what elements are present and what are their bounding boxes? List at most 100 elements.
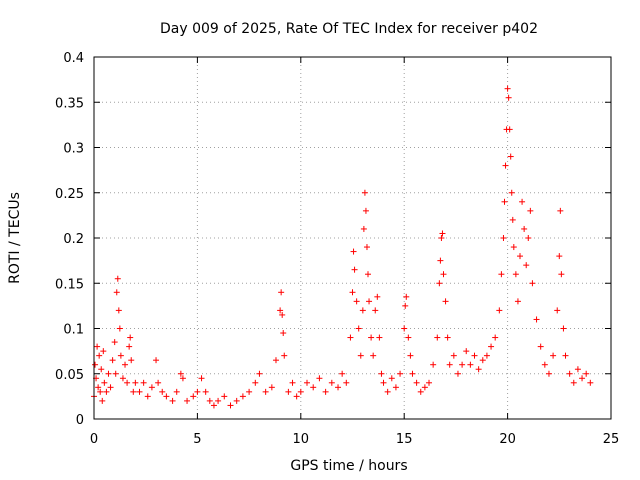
data-point xyxy=(103,388,110,395)
data-point xyxy=(114,275,121,282)
data-point xyxy=(128,357,135,364)
x-tick-label: 0 xyxy=(90,432,98,447)
data-point xyxy=(463,348,470,355)
data-point xyxy=(278,289,285,296)
data-point xyxy=(525,235,532,241)
data-point xyxy=(450,352,457,359)
axis-ticks: 0 5 10 15 20 25 0 0.05 0.1 0.15 0.2 0.25 0.3 0.35 0.4 xyxy=(55,51,619,447)
data-point xyxy=(370,352,377,359)
data-point xyxy=(280,330,287,337)
y-tick-label: 0.35 xyxy=(55,96,84,111)
data-point xyxy=(190,393,197,400)
data-point xyxy=(109,357,116,364)
data-point xyxy=(99,397,106,404)
data-point xyxy=(155,379,162,386)
data-point xyxy=(339,370,346,377)
data-point xyxy=(202,388,209,395)
data-point xyxy=(508,189,515,196)
data-point xyxy=(446,361,453,368)
data-point xyxy=(417,388,424,395)
data-point xyxy=(436,280,443,287)
data-point xyxy=(136,388,143,395)
data-point xyxy=(215,397,222,404)
data-point xyxy=(500,235,507,241)
data-point xyxy=(111,339,118,346)
data-point xyxy=(550,352,557,359)
data-point xyxy=(471,352,478,359)
data-point xyxy=(459,361,466,368)
data-point xyxy=(368,334,375,341)
data-point xyxy=(430,361,437,368)
data-point xyxy=(527,207,534,214)
data-point xyxy=(194,388,201,395)
data-point xyxy=(281,352,288,359)
data-point xyxy=(583,370,590,377)
data-point xyxy=(163,393,170,400)
data-point xyxy=(554,307,561,314)
data-point xyxy=(177,370,184,377)
data-point xyxy=(506,126,513,133)
data-point xyxy=(221,393,228,400)
data-point xyxy=(113,289,120,296)
data-point xyxy=(557,207,564,214)
grid xyxy=(94,57,611,419)
data-point xyxy=(521,225,528,232)
x-tick-label: 20 xyxy=(499,432,516,447)
y-tick-label: 0.25 xyxy=(55,187,84,202)
data-point xyxy=(107,384,114,391)
data-point xyxy=(504,85,511,92)
data-point xyxy=(507,153,514,160)
data-point xyxy=(374,293,381,300)
data-point xyxy=(537,343,544,350)
data-point xyxy=(227,402,234,409)
data-point xyxy=(519,198,526,205)
data-point xyxy=(405,334,412,341)
chart-title: Day 009 of 2025, Rate Of TEC Index for r… xyxy=(160,21,538,37)
data-point xyxy=(558,271,565,278)
data-point xyxy=(239,393,246,400)
data-point xyxy=(272,357,279,364)
data-point xyxy=(328,379,335,386)
data-point xyxy=(574,366,581,373)
data-point xyxy=(366,298,373,305)
data-point xyxy=(97,388,104,395)
data-point xyxy=(402,302,409,309)
data-point xyxy=(94,343,101,350)
data-point xyxy=(304,379,311,386)
data-point xyxy=(277,307,284,314)
data-point xyxy=(246,388,253,395)
data-point xyxy=(355,325,362,332)
data-point xyxy=(483,352,490,359)
data-point xyxy=(541,361,548,368)
data-point xyxy=(360,225,367,232)
data-point xyxy=(362,207,369,214)
data-point xyxy=(130,388,137,395)
y-tick-label: 0.05 xyxy=(55,368,84,383)
data-point xyxy=(509,216,516,223)
data-point xyxy=(262,388,269,395)
data-point xyxy=(372,307,379,314)
data-point xyxy=(505,94,512,101)
x-tick-label: 10 xyxy=(293,432,310,447)
data-point xyxy=(523,262,530,269)
x-tick-label: 5 xyxy=(193,432,201,447)
data-point xyxy=(392,384,399,391)
x-axis-label: GPS time / hours xyxy=(290,458,407,474)
data-point xyxy=(179,375,186,382)
data-point xyxy=(587,379,594,386)
data-point xyxy=(210,402,217,409)
data-point xyxy=(126,343,133,350)
data-point xyxy=(173,388,180,395)
data-point xyxy=(378,370,385,377)
data-point xyxy=(439,230,446,237)
data-point xyxy=(502,162,509,169)
data-point xyxy=(322,388,329,395)
data-point xyxy=(492,334,499,341)
data-point xyxy=(127,334,134,341)
data-point xyxy=(560,325,567,332)
y-tick-label: 0.1 xyxy=(63,323,84,338)
data-point xyxy=(517,253,524,260)
data-point xyxy=(169,397,176,404)
data-point xyxy=(159,388,166,395)
